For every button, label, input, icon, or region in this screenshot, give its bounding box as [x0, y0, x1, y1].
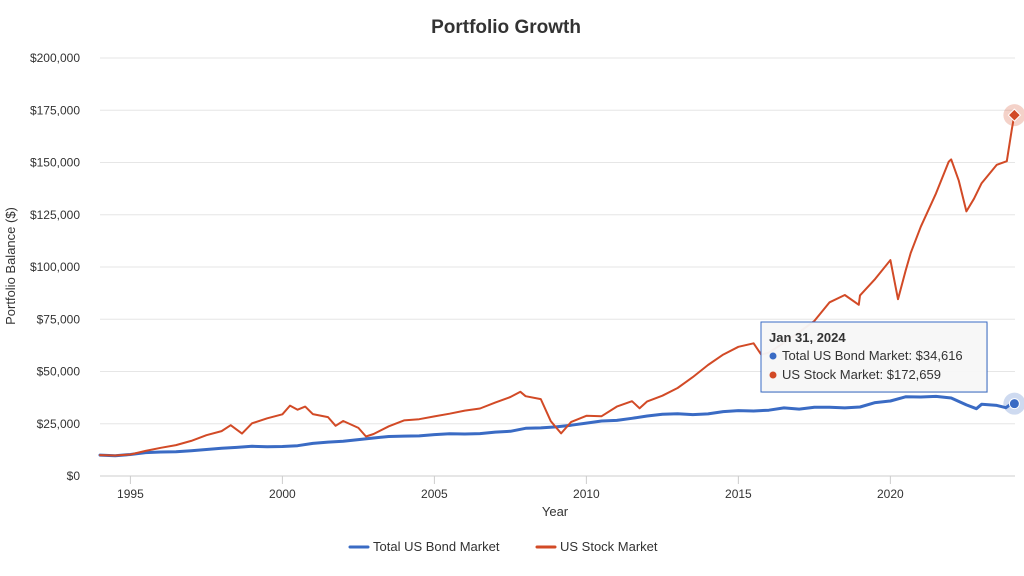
- tooltip-series-dot: [769, 371, 777, 379]
- y-tick-label: $150,000: [30, 156, 80, 170]
- x-tick-label: 2015: [725, 487, 752, 501]
- x-axis-title: Year: [542, 504, 569, 519]
- x-axis-ticks: 1995 2000 2005 2010 2015 2020: [117, 476, 904, 501]
- y-tick-label: $200,000: [30, 51, 80, 65]
- legend-label: Total US Bond Market: [373, 539, 500, 554]
- y-axis-title: Portfolio Balance ($): [3, 207, 18, 325]
- hover-markers: [1003, 104, 1024, 415]
- hover-marker-bond: [1008, 398, 1020, 410]
- y-tick-label: $0: [67, 469, 81, 483]
- y-tick-label: $175,000: [30, 103, 80, 117]
- y-tick-label: $50,000: [37, 365, 81, 379]
- hover-marker-stock: [1007, 108, 1022, 122]
- tooltip-entry: US Stock Market: $172,659: [782, 367, 941, 382]
- x-tick-label: 2000: [269, 487, 296, 501]
- x-tick-label: 2010: [573, 487, 600, 501]
- tooltip: Jan 31, 2024 Total US Bond Market: $34,61…: [760, 321, 988, 393]
- tooltip-box: [760, 321, 988, 393]
- legend-label: US Stock Market: [560, 539, 658, 554]
- series-lines[interactable]: [98, 114, 1016, 458]
- y-tick-label: $125,000: [30, 208, 80, 222]
- legend[interactable]: Total US Bond Market US Stock Market: [348, 539, 658, 554]
- y-tick-label: $75,000: [37, 312, 81, 326]
- series-line-bond[interactable]: [98, 394, 1016, 458]
- legend-item-bond[interactable]: Total US Bond Market: [348, 539, 500, 554]
- tooltip-date: Jan 31, 2024: [769, 330, 846, 345]
- x-tick-label: 2005: [421, 487, 448, 501]
- tooltip-entry: Total US Bond Market: $34,616: [782, 348, 963, 363]
- y-tick-label: $100,000: [30, 260, 80, 274]
- grid-lines: [100, 57, 1015, 425]
- x-tick-label: 2020: [877, 487, 904, 501]
- tooltip-series-dot: [769, 352, 777, 360]
- x-tick-label: 1995: [117, 487, 144, 501]
- chart-title: Portfolio Growth: [431, 17, 581, 38]
- series-line-stock[interactable]: [99, 114, 1016, 457]
- y-tick-label: $25,000: [37, 417, 81, 431]
- y-axis-ticks: $0 $25,000 $50,000 $75,000 $100,000 $125,000 $…: [30, 51, 80, 483]
- legend-item-stock[interactable]: US Stock Market: [535, 539, 658, 554]
